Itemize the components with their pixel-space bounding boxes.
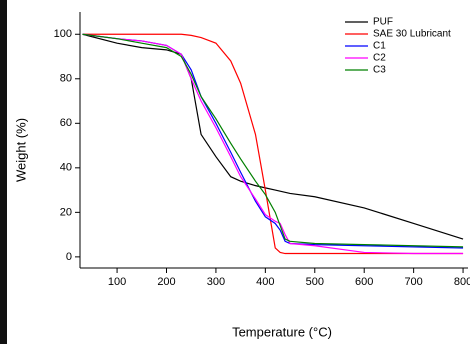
y-tick-label: 0 bbox=[66, 251, 72, 263]
y-tick-label: 100 bbox=[54, 28, 72, 40]
x-tick-label: 100 bbox=[108, 276, 126, 288]
y-axis-label: Weight (%) bbox=[13, 118, 28, 182]
data-line bbox=[82, 33, 464, 248]
y-tick-label: 40 bbox=[60, 162, 72, 174]
y-tick-label: 80 bbox=[60, 73, 72, 85]
x-tick-label: 800 bbox=[454, 276, 470, 288]
y-tick-label: 20 bbox=[60, 206, 72, 218]
x-tick-label: 300 bbox=[207, 276, 225, 288]
data-line bbox=[82, 33, 464, 240]
data-line bbox=[82, 33, 464, 255]
x-tick-label: 700 bbox=[404, 276, 422, 288]
data-line bbox=[82, 33, 464, 249]
legend-label: C2 bbox=[373, 53, 386, 64]
x-axis-label: Temperature (°C) bbox=[232, 324, 332, 339]
x-tick-label: 200 bbox=[157, 276, 175, 288]
x-tick-label: 500 bbox=[306, 276, 324, 288]
left-edge bbox=[0, 0, 7, 344]
legend-label: PUF bbox=[373, 17, 393, 28]
data-line bbox=[82, 33, 464, 255]
x-tick-label: 400 bbox=[256, 276, 274, 288]
legend-label: C1 bbox=[373, 41, 386, 52]
legend-label: C3 bbox=[373, 65, 386, 76]
y-tick-label: 60 bbox=[60, 117, 72, 129]
legend-label: SAE 30 Lubricant bbox=[373, 29, 451, 40]
x-tick-label: 600 bbox=[355, 276, 373, 288]
